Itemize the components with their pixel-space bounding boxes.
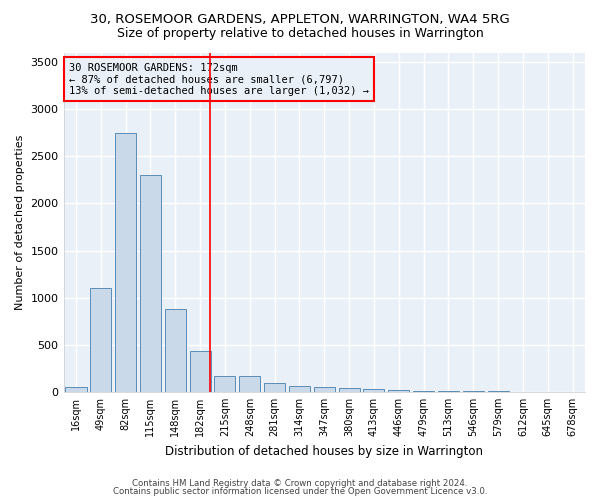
Text: 30 ROSEMOOR GARDENS: 172sqm
← 87% of detached houses are smaller (6,797)
13% of : 30 ROSEMOOR GARDENS: 172sqm ← 87% of det…: [69, 62, 369, 96]
Text: 30, ROSEMOOR GARDENS, APPLETON, WARRINGTON, WA4 5RG: 30, ROSEMOOR GARDENS, APPLETON, WARRINGT…: [90, 12, 510, 26]
Bar: [239, 376, 260, 392]
Bar: [140, 175, 161, 392]
Bar: [364, 388, 385, 392]
Bar: [115, 132, 136, 392]
Bar: [65, 387, 86, 392]
Text: Size of property relative to detached houses in Warrington: Size of property relative to detached ho…: [116, 28, 484, 40]
Bar: [264, 384, 285, 392]
Y-axis label: Number of detached properties: Number of detached properties: [15, 134, 25, 310]
Bar: [214, 376, 235, 392]
Bar: [413, 390, 434, 392]
Bar: [190, 352, 211, 392]
Text: Contains HM Land Registry data © Crown copyright and database right 2024.: Contains HM Land Registry data © Crown c…: [132, 478, 468, 488]
Bar: [90, 288, 112, 392]
Bar: [338, 388, 359, 392]
Bar: [388, 390, 409, 392]
Bar: [289, 386, 310, 392]
Bar: [438, 391, 459, 392]
Text: Contains public sector information licensed under the Open Government Licence v3: Contains public sector information licen…: [113, 487, 487, 496]
Bar: [463, 391, 484, 392]
X-axis label: Distribution of detached houses by size in Warrington: Distribution of detached houses by size …: [165, 444, 483, 458]
Bar: [165, 309, 186, 392]
Bar: [314, 386, 335, 392]
